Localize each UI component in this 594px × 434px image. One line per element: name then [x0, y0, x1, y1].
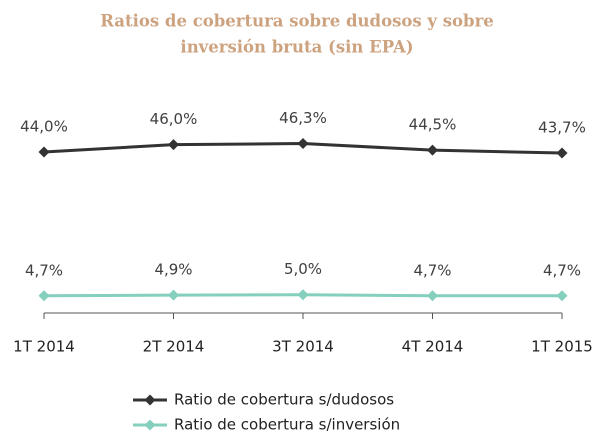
x-tick-label: 2T 2014 [143, 338, 205, 356]
point [297, 289, 309, 301]
data-label: 4,7% [25, 261, 63, 279]
legend-label: Ratio de cobertura s/dudosos [174, 391, 394, 409]
data-label: 43,7% [538, 119, 586, 137]
legend-label: Ratio de cobertura s/inversión [174, 416, 400, 434]
point [556, 290, 568, 302]
point [168, 139, 179, 151]
data-label: 5,0% [284, 260, 322, 278]
point [556, 147, 568, 159]
data-label: 46,3% [279, 109, 327, 127]
data-label: 4,7% [543, 261, 581, 279]
point [297, 138, 309, 150]
point [427, 290, 438, 302]
point [427, 144, 438, 156]
data-label: 4,7% [413, 261, 451, 279]
chart-title: Ratios de cobertura sobre dudosos y sobr… [100, 12, 494, 31]
data-label: 4,9% [154, 261, 192, 279]
point [168, 289, 179, 301]
data-label: 46,0% [150, 110, 198, 128]
data-label: 44,5% [409, 116, 457, 134]
point [38, 290, 50, 302]
point [38, 146, 50, 158]
legend-marker [144, 394, 156, 406]
x-tick-label: 4T 2014 [402, 338, 464, 356]
x-tick-label: 1T 2014 [13, 338, 75, 356]
x-tick-label: 3T 2014 [272, 338, 334, 356]
chart-title: inversión bruta (sin EPA) [180, 38, 413, 57]
legend-marker [144, 419, 156, 431]
data-label: 44,0% [20, 117, 68, 135]
x-tick-label: 1T 2015 [531, 338, 593, 356]
